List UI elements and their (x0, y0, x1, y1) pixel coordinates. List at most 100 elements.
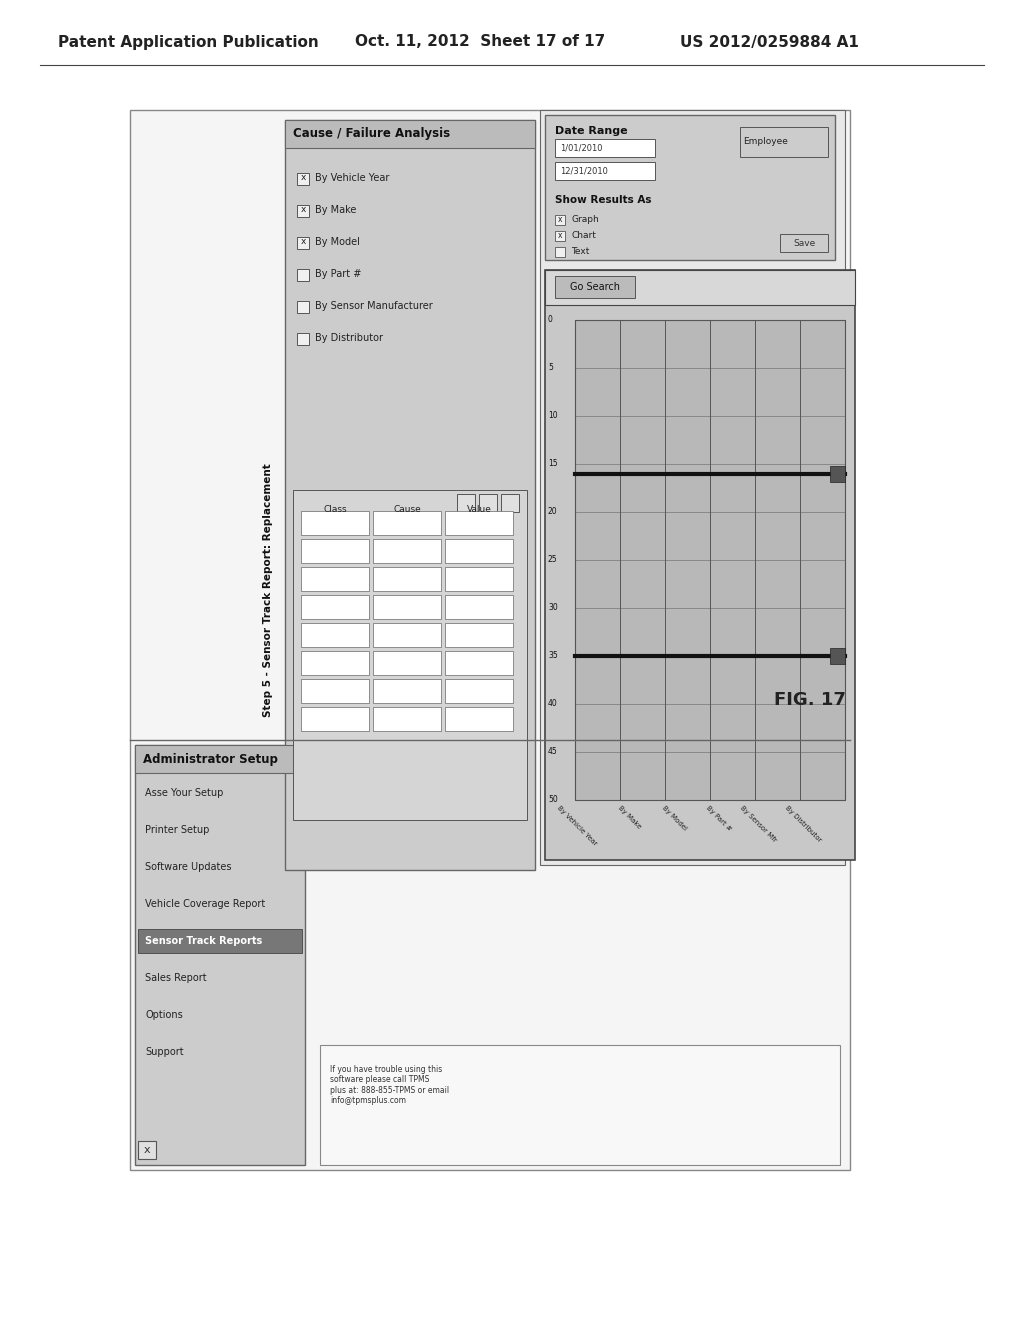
Bar (801, 321, 845, 800)
Bar (297, 333, 309, 345)
Text: x: x (558, 231, 562, 240)
Bar (555, 139, 655, 157)
Bar (555, 276, 635, 298)
Bar (373, 511, 441, 535)
Bar (285, 120, 535, 148)
Bar (555, 162, 655, 180)
Bar (373, 708, 441, 731)
Bar (285, 120, 535, 870)
Text: Graph: Graph (571, 215, 599, 224)
Bar (301, 511, 369, 535)
Text: By Part #: By Part # (315, 269, 361, 279)
Text: US 2012/0259884 A1: US 2012/0259884 A1 (680, 34, 859, 49)
Bar (297, 269, 309, 281)
Bar (445, 623, 513, 647)
Bar (501, 494, 519, 512)
Text: By Model: By Model (660, 805, 687, 832)
Bar (555, 215, 565, 224)
Text: Cause: Cause (393, 506, 421, 515)
Bar (575, 321, 620, 800)
Bar (555, 231, 565, 242)
Text: 0: 0 (548, 315, 553, 325)
Bar (373, 568, 441, 591)
Bar (445, 678, 513, 704)
Bar (297, 238, 309, 249)
Bar (740, 127, 828, 157)
Text: Sensor Track Reports: Sensor Track Reports (145, 936, 262, 946)
Bar (555, 247, 565, 257)
Text: By Distributor: By Distributor (315, 333, 383, 343)
Bar (666, 321, 710, 800)
Text: Asse Your Setup: Asse Your Setup (145, 788, 223, 799)
Bar (301, 651, 369, 675)
Bar (545, 271, 855, 861)
Text: Software Updates: Software Updates (145, 862, 231, 873)
Bar (373, 623, 441, 647)
Bar (545, 271, 855, 305)
Text: Value: Value (467, 506, 492, 515)
Text: 25: 25 (548, 556, 558, 565)
Bar (621, 321, 665, 800)
Text: By Part #: By Part # (705, 805, 732, 833)
Bar (457, 494, 475, 512)
Bar (445, 511, 513, 535)
Bar (301, 678, 369, 704)
Text: x: x (300, 173, 306, 182)
Bar (138, 1140, 156, 1159)
Text: FIG. 17: FIG. 17 (774, 690, 846, 709)
Text: 50: 50 (548, 796, 558, 804)
Bar (711, 321, 755, 800)
Bar (479, 494, 497, 512)
Text: 10: 10 (548, 412, 558, 421)
Bar (135, 744, 305, 774)
Bar (301, 623, 369, 647)
Text: 35: 35 (548, 652, 558, 660)
Text: 1/01/2010: 1/01/2010 (560, 144, 602, 153)
Text: 5: 5 (548, 363, 553, 372)
Bar (445, 568, 513, 591)
Text: Oct. 11, 2012  Sheet 17 of 17: Oct. 11, 2012 Sheet 17 of 17 (355, 34, 605, 49)
Text: By Vehicle Year: By Vehicle Year (556, 805, 597, 847)
Text: Support: Support (145, 1047, 183, 1057)
Text: 30: 30 (548, 603, 558, 612)
Bar (135, 744, 305, 1166)
Text: Patent Application Publication: Patent Application Publication (58, 34, 318, 49)
Text: By Vehicle Year: By Vehicle Year (315, 173, 389, 183)
Bar (445, 708, 513, 731)
Text: x: x (300, 238, 306, 247)
Text: 45: 45 (548, 747, 558, 756)
Bar (445, 651, 513, 675)
Bar (301, 595, 369, 619)
Bar (545, 115, 835, 260)
Bar (301, 568, 369, 591)
Text: Employee: Employee (743, 137, 787, 147)
Text: Cause / Failure Analysis: Cause / Failure Analysis (293, 128, 451, 140)
Bar (780, 234, 828, 252)
Bar (130, 110, 850, 1170)
Bar (830, 648, 845, 664)
Text: 40: 40 (548, 700, 558, 709)
Text: x: x (143, 1144, 151, 1155)
Text: x: x (300, 206, 306, 214)
Bar (373, 595, 441, 619)
Bar (297, 301, 309, 313)
Text: By Make: By Make (617, 805, 642, 830)
Text: 12/31/2010: 12/31/2010 (560, 166, 608, 176)
Text: Printer Setup: Printer Setup (145, 825, 209, 836)
Text: Save: Save (793, 239, 815, 248)
Bar (301, 708, 369, 731)
Text: Chart: Chart (571, 231, 596, 240)
Bar (301, 539, 369, 564)
Text: Options: Options (145, 1010, 182, 1020)
Bar (445, 539, 513, 564)
Text: 15: 15 (548, 459, 558, 469)
Bar (293, 490, 527, 820)
Text: x: x (558, 215, 562, 224)
Text: Vehicle Coverage Report: Vehicle Coverage Report (145, 899, 265, 909)
Text: Text: Text (571, 248, 590, 256)
Bar (373, 539, 441, 564)
Text: By Sensor Manufacturer: By Sensor Manufacturer (315, 301, 433, 312)
Bar (319, 1045, 840, 1166)
Text: Show Results As: Show Results As (555, 195, 651, 205)
Text: By Distributor: By Distributor (784, 805, 822, 843)
